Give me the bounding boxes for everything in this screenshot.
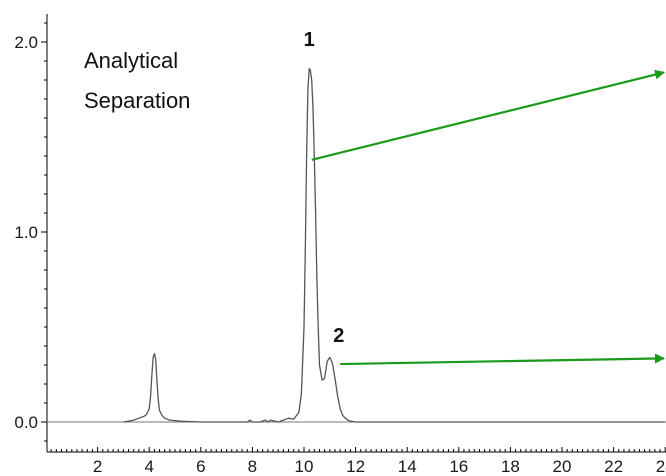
series-layer bbox=[123, 67, 665, 423]
peak-label: 2 bbox=[333, 325, 344, 347]
x-tick-label: 22 bbox=[604, 457, 623, 476]
x-tick-label: 16 bbox=[449, 457, 468, 476]
axis-ticks bbox=[41, 22, 666, 452]
y-tick-labels: 0.0 1.0 2.0 bbox=[14, 33, 38, 432]
annotation-line-2: Separation bbox=[84, 88, 190, 113]
green-arrow bbox=[311, 69, 665, 161]
y-tick-label: 1.0 bbox=[14, 223, 38, 242]
x-tick-label: 2 bbox=[93, 457, 102, 476]
x-tick-label: 20 bbox=[553, 457, 572, 476]
x-tick-label: 24 bbox=[656, 457, 666, 476]
x-tick-label: 14 bbox=[398, 457, 417, 476]
x-tick-label: 18 bbox=[501, 457, 520, 476]
x-tick-label: 12 bbox=[346, 457, 365, 476]
x-tick-label: 4 bbox=[144, 457, 153, 476]
peak-label: 1 bbox=[304, 29, 315, 51]
x-tick-label: 8 bbox=[248, 457, 257, 476]
green-arrow bbox=[340, 353, 665, 366]
y-tick-label: 2.0 bbox=[14, 33, 38, 52]
x-tick-labels: 24681012141618202224 bbox=[93, 457, 666, 476]
arrows-layer bbox=[311, 69, 665, 366]
annotation-line-1: Analytical bbox=[84, 48, 178, 73]
peak-labels: 12 bbox=[304, 29, 345, 347]
chromatogram-trace bbox=[123, 67, 665, 423]
y-tick-label: 0.0 bbox=[14, 413, 38, 432]
x-tick-label: 6 bbox=[196, 457, 205, 476]
x-tick-label: 10 bbox=[295, 457, 314, 476]
